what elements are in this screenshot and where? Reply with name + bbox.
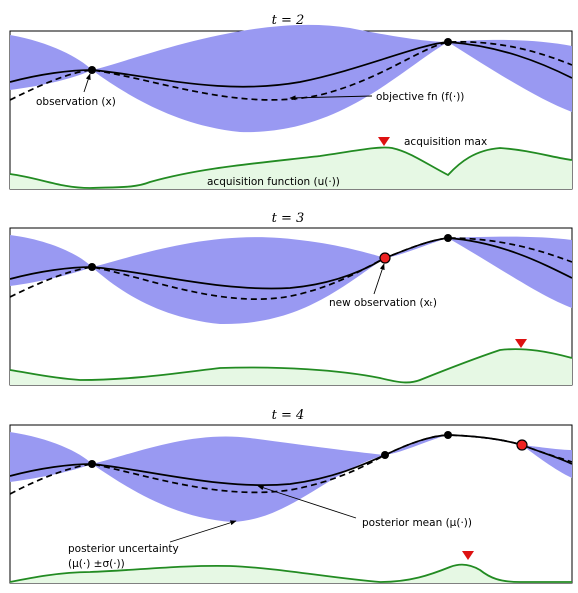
- observation-point: [444, 234, 452, 242]
- acquisition-function-line: [9, 348, 573, 384]
- observation-point: [444, 38, 452, 46]
- annotation-arrow: [257, 485, 357, 519]
- panel-t4: t = 4 posterior mean (μ(·)) posterior un…: [9, 408, 573, 584]
- acquisition-max-marker: [462, 551, 474, 560]
- observation-point: [381, 451, 389, 459]
- observation-point: [88, 66, 96, 74]
- posterior-uncertainty-label: posterior uncertainty: [68, 543, 179, 555]
- observation-point: [88, 263, 96, 271]
- posterior-mean-line: [9, 41, 573, 88]
- acquisition-function-label: acquisition function (u(·)): [207, 176, 340, 188]
- acquisition-max-label: acquisition max: [404, 136, 487, 148]
- objective-fn-label: objective fn (f(·)): [376, 91, 464, 103]
- uncertainty-band: [10, 235, 572, 325]
- acquisition-function-line: [9, 563, 572, 583]
- panel-title: t = 3: [272, 211, 305, 226]
- annotation-arrow: [289, 95, 373, 101]
- panel-t2: t = 2 observation (x) objective fn (f(·)…: [9, 13, 573, 190]
- acquisition-function-line: [9, 146, 573, 189]
- annotation-arrow: [373, 263, 385, 295]
- new-observation-point: [379, 252, 391, 264]
- objective-fn-line: [9, 237, 573, 301]
- panel-title: t = 4: [272, 408, 305, 423]
- new-observation-label: new observation (xₜ): [329, 297, 437, 309]
- panel-t3: t = 3 new observation (xₜ): [9, 211, 573, 386]
- acquisition-max-marker: [378, 137, 390, 146]
- uncertainty-band: [10, 432, 572, 522]
- annotation-arrow: [169, 520, 237, 543]
- acquisition-fill: [10, 147, 572, 189]
- observation-point: [88, 460, 96, 468]
- observation-label: observation (x): [36, 96, 116, 108]
- posterior-mean-label: posterior mean (μ(·)): [362, 517, 472, 529]
- acquisition-max-marker: [515, 339, 527, 348]
- posterior-uncertainty-formula: (μ(·) ±σ(·)): [68, 558, 125, 570]
- observation-point: [444, 431, 452, 439]
- new-observation-point: [516, 439, 528, 451]
- annotation-arrow: [83, 73, 91, 93]
- uncertainty-band: [10, 24, 572, 133]
- panel-title: t = 2: [272, 13, 305, 28]
